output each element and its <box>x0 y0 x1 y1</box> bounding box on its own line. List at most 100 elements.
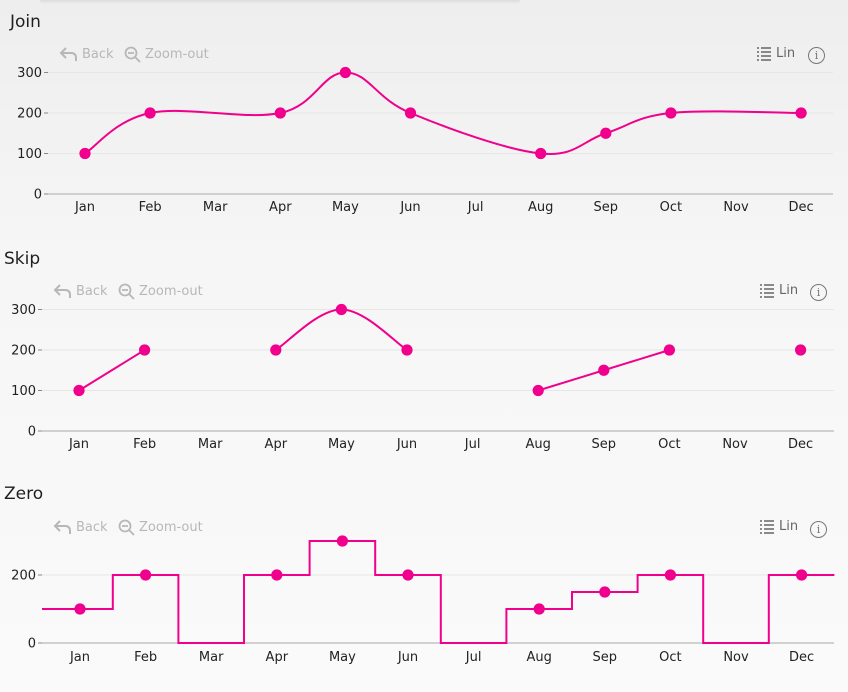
info-icon[interactable]: i <box>810 521 827 538</box>
x-tick-label: Aug <box>527 650 552 665</box>
x-tick-label: Mar <box>203 200 228 215</box>
info-icon[interactable]: i <box>808 47 825 64</box>
data-point <box>402 569 414 581</box>
x-tick-label: May <box>329 650 356 665</box>
x-tick-label: Jul <box>465 650 482 665</box>
x-tick-label: Dec <box>789 200 814 215</box>
x-tick-label: Jul <box>464 437 481 452</box>
series-line <box>78 349 146 392</box>
data-point <box>599 586 611 598</box>
back-label: Back <box>76 519 108 535</box>
zoom-out-icon <box>124 46 141 63</box>
x-tick-label: Oct <box>658 437 680 452</box>
y-tick-label: 100 <box>17 147 42 162</box>
zoom-out-label: Zoom-out <box>139 284 203 299</box>
back-button[interactable]: Back <box>53 519 108 535</box>
y-tick-label: 0 <box>28 425 36 440</box>
back-button[interactable]: Back <box>59 46 114 62</box>
x-tick-label: Sep <box>593 650 618 665</box>
data-point <box>144 107 156 119</box>
data-point <box>271 569 283 581</box>
list-icon <box>760 284 774 298</box>
x-tick-label: Apr <box>265 437 288 452</box>
data-point <box>663 344 676 356</box>
back-button[interactable]: Back <box>53 283 108 299</box>
data-point <box>335 303 347 316</box>
series-line <box>42 540 835 644</box>
list-icon <box>760 520 774 534</box>
chart-plot: 0 100 200 300 Jan Feb Mar Apr May Jun Jul Aug Sep Oct… <box>17 66 833 215</box>
back-arrow-icon <box>53 284 71 298</box>
x-tick-label: Aug <box>526 437 551 452</box>
data-point <box>535 147 547 160</box>
y-tick-label: 0 <box>34 188 42 203</box>
x-tick-label: Sep <box>594 200 619 215</box>
zoom-out-label: Zoom-out <box>139 520 203 535</box>
data-point <box>598 364 610 376</box>
x-tick-label: Feb <box>133 437 156 452</box>
data-point <box>139 344 151 356</box>
back-arrow-icon <box>53 520 71 534</box>
zoom-out-button[interactable]: Zoom-out <box>118 283 203 300</box>
x-tick-label: Apr <box>266 650 289 665</box>
zoom-out-label: Zoom-out <box>145 47 209 62</box>
chart-title: Join <box>10 12 41 32</box>
x-tick-label: Oct <box>660 200 682 215</box>
y-tick-label: 300 <box>11 303 36 318</box>
data-point <box>532 384 544 397</box>
data-point <box>336 535 348 547</box>
chart-panel-skip: Skip Back Zoom-out Lin i 0 100 200 300 Jan Fe… <box>0 237 848 473</box>
x-tick-label: Nov <box>723 200 749 215</box>
zoom-out-icon <box>118 283 135 300</box>
scale-label: Lin <box>779 283 799 298</box>
zoom-out-button[interactable]: Zoom-out <box>124 46 209 63</box>
zoom-out-icon <box>118 519 135 536</box>
y-tick-label: 0 <box>28 637 36 652</box>
data-point <box>795 107 807 119</box>
data-point <box>79 147 91 160</box>
series-line <box>275 308 408 351</box>
chart-panel-join: Join Back Zoom-out Lin i 0 100 200 300 Jan Fe… <box>0 0 848 236</box>
scale-toggle-button[interactable]: Lin <box>759 283 798 298</box>
x-tick-label: Nov <box>722 437 748 452</box>
x-tick-label: Jun <box>396 437 417 452</box>
x-tick-label: Feb <box>134 650 157 665</box>
x-tick-label: Jun <box>397 650 418 665</box>
chart-panel-zero: Zero Back Zoom-out Lin i 0 200 Jan Feb Mar Ap… <box>0 473 848 692</box>
list-icon <box>757 47 771 61</box>
data-point <box>795 344 807 356</box>
y-tick-label: 200 <box>17 107 42 122</box>
x-tick-label: Dec <box>789 650 814 665</box>
data-point <box>274 107 286 119</box>
data-point <box>74 603 86 615</box>
y-tick-label: 300 <box>17 66 42 81</box>
data-point <box>533 603 545 615</box>
y-tick-label: 200 <box>11 344 36 359</box>
x-tick-label: Mar <box>198 437 223 452</box>
x-tick-label: Dec <box>788 437 813 452</box>
x-tick-label: Jul <box>467 200 484 215</box>
scale-toggle-button[interactable]: Lin <box>756 46 795 61</box>
x-tick-label: Jan <box>69 650 90 665</box>
info-icon[interactable]: i <box>810 284 827 301</box>
x-tick-label: May <box>328 437 355 452</box>
x-tick-label: Feb <box>139 200 162 215</box>
scale-toggle-button[interactable]: Lin <box>759 519 798 534</box>
x-tick-label: Oct <box>659 650 681 665</box>
data-point <box>600 127 612 139</box>
data-point <box>270 344 282 356</box>
data-point <box>404 107 417 119</box>
zoom-out-button[interactable]: Zoom-out <box>118 519 203 536</box>
chart-plot: 0 200 Jan Feb Mar Apr May Jun Jul Aug Sep Oct Nov Dec <box>11 535 835 665</box>
y-tick-label: 200 <box>11 569 36 584</box>
chart-title: Zero <box>4 484 44 504</box>
x-tick-label: Mar <box>199 650 224 665</box>
x-tick-label: Jan <box>74 200 95 215</box>
scale-label: Lin <box>779 519 799 534</box>
x-tick-label: Sep <box>592 437 617 452</box>
chart-title: Skip <box>4 249 41 269</box>
chart-plot: 0 100 200 300 Jan Feb Mar Apr May Jun Jul Aug Sep Oct… <box>11 303 834 452</box>
data-point <box>339 66 351 79</box>
data-point <box>796 569 808 581</box>
x-tick-label: Nov <box>723 650 749 665</box>
